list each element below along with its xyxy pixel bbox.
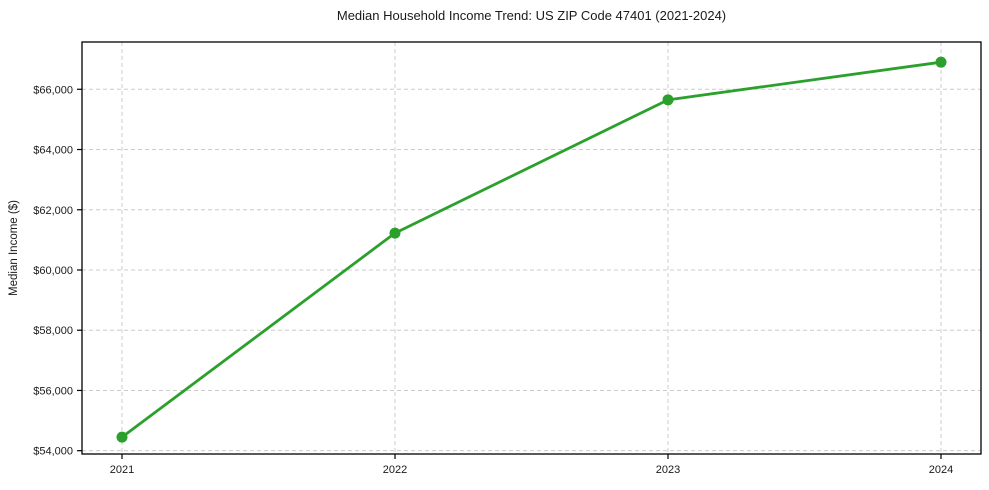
trend-line <box>120 60 943 439</box>
x-tick-label: 2024 <box>929 464 953 476</box>
y-tick-label: $64,000 <box>33 145 73 157</box>
x-tick-label: 2023 <box>656 464 680 476</box>
y-tick-label: $54,000 <box>33 446 73 458</box>
y-tick-label: $62,000 <box>33 205 73 217</box>
data-point <box>662 94 674 106</box>
y-tick-label: $58,000 <box>33 325 73 337</box>
chart-title: Median Household Income Trend: US ZIP Co… <box>336 8 727 23</box>
y-tick-label: $60,000 <box>33 265 73 277</box>
x-tick-label: 2022 <box>383 464 407 476</box>
data-point <box>389 227 401 239</box>
data-point <box>116 431 128 443</box>
y-tick-label: $66,000 <box>33 84 73 96</box>
plot-border <box>81 41 982 455</box>
y-tick-label: $56,000 <box>33 385 73 397</box>
data-point <box>935 56 947 68</box>
x-tick-label: 2021 <box>110 464 134 476</box>
